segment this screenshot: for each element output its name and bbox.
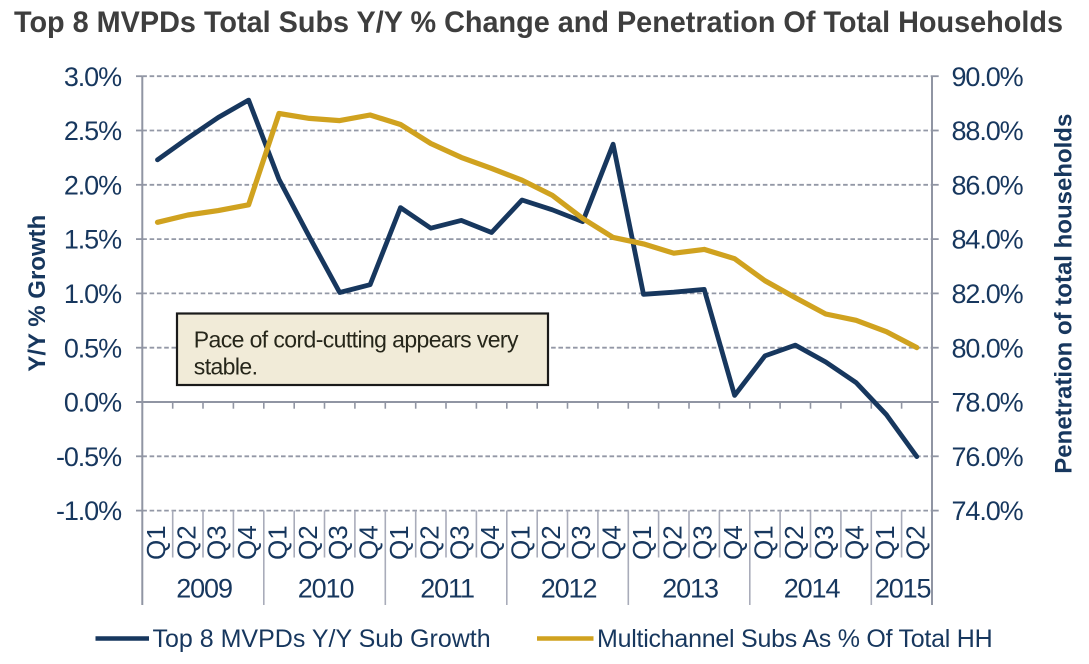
svg-text:90.0%: 90.0% [952, 62, 1024, 92]
svg-text:Q1: Q1 [263, 525, 293, 560]
svg-text:1.0%: 1.0% [64, 279, 122, 309]
svg-text:Top 8 MVPDs Y/Y Sub Growth: Top 8 MVPDs Y/Y Sub Growth [153, 625, 491, 653]
svg-text:Q1: Q1 [506, 525, 536, 560]
svg-text:2010: 2010 [298, 573, 354, 603]
svg-text:78.0%: 78.0% [952, 388, 1024, 418]
svg-text:Q2: Q2 [536, 525, 566, 560]
svg-text:86.0%: 86.0% [952, 170, 1024, 200]
svg-text:Q2: Q2 [779, 525, 809, 560]
svg-text:2014: 2014 [784, 573, 841, 603]
svg-text:Q3: Q3 [445, 525, 475, 560]
svg-text:Q1: Q1 [384, 525, 414, 560]
svg-text:3.0%: 3.0% [64, 62, 122, 92]
svg-text:-1.0%: -1.0% [56, 496, 122, 526]
svg-text:Q3: Q3 [323, 525, 353, 560]
svg-text:Q1: Q1 [141, 525, 171, 560]
svg-text:Penetration of total household: Penetration of total households [1050, 114, 1077, 474]
svg-text:2009: 2009 [176, 573, 232, 603]
svg-text:2015: 2015 [875, 573, 931, 603]
svg-text:0.5%: 0.5% [64, 333, 122, 363]
svg-text:Q2: Q2 [293, 525, 323, 560]
svg-text:Pace of cord-cutting appears v: Pace of cord-cutting appears very [194, 327, 519, 353]
svg-text:2.0%: 2.0% [64, 170, 122, 200]
svg-text:Q1: Q1 [627, 525, 657, 560]
svg-text:Q2: Q2 [900, 525, 930, 560]
svg-text:Q2: Q2 [171, 525, 201, 560]
svg-text:74.0%: 74.0% [952, 496, 1024, 526]
svg-text:2.5%: 2.5% [64, 116, 122, 146]
svg-text:Top 8 MVPDs Total Subs Y/Y % C: Top 8 MVPDs Total Subs Y/Y % Change and … [14, 6, 1063, 39]
svg-text:Q4: Q4 [840, 525, 870, 560]
svg-text:Q3: Q3 [566, 525, 596, 560]
svg-text:Y/Y % Growth: Y/Y % Growth [24, 215, 51, 372]
svg-text:Q3: Q3 [202, 525, 232, 560]
svg-text:stable.: stable. [194, 354, 258, 380]
svg-text:Q1: Q1 [870, 525, 900, 560]
svg-text:Q4: Q4 [475, 525, 505, 560]
svg-text:76.0%: 76.0% [952, 442, 1024, 472]
svg-text:Q2: Q2 [657, 525, 687, 560]
svg-text:-0.5%: -0.5% [56, 442, 122, 472]
svg-text:Q4: Q4 [354, 525, 384, 560]
svg-text:84.0%: 84.0% [952, 225, 1024, 255]
svg-text:Q4: Q4 [718, 525, 748, 560]
svg-text:2013: 2013 [662, 573, 718, 603]
svg-text:Q3: Q3 [809, 525, 839, 560]
svg-text:Q3: Q3 [688, 525, 718, 560]
svg-text:2012: 2012 [541, 573, 597, 603]
svg-text:Q4: Q4 [597, 525, 627, 560]
svg-text:Q4: Q4 [232, 525, 262, 560]
svg-text:2011: 2011 [420, 573, 474, 603]
svg-text:80.0%: 80.0% [952, 333, 1024, 363]
svg-text:Q1: Q1 [748, 525, 778, 560]
svg-text:1.5%: 1.5% [64, 225, 122, 255]
svg-text:82.0%: 82.0% [952, 279, 1024, 309]
svg-text:Multichannel Subs As % Of Tota: Multichannel Subs As % Of Total HH [597, 625, 992, 653]
svg-text:Q2: Q2 [414, 525, 444, 560]
svg-text:0.0%: 0.0% [64, 388, 122, 418]
svg-text:88.0%: 88.0% [952, 116, 1024, 146]
